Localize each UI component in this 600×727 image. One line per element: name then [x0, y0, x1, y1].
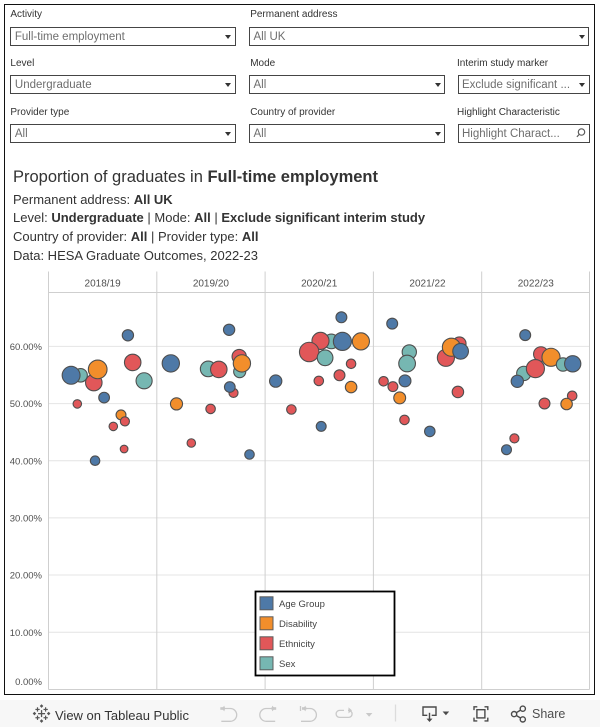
svg-text:Ethnicity: Ethnicity [279, 639, 315, 650]
svg-text:2022/23: 2022/23 [518, 279, 555, 290]
svg-text:50.00%: 50.00% [10, 399, 43, 410]
svg-text:Disability: Disability [279, 619, 317, 630]
svg-text:2018/19: 2018/19 [85, 279, 122, 290]
svg-text:60.00%: 60.00% [10, 342, 43, 353]
svg-text:10.00%: 10.00% [10, 628, 43, 639]
svg-text:Age Group: Age Group [279, 599, 325, 610]
svg-text:2021/22: 2021/22 [409, 279, 446, 290]
svg-text:2019/20: 2019/20 [193, 279, 230, 290]
svg-text:0.00%: 0.00% [15, 677, 42, 688]
svg-text:30.00%: 30.00% [10, 514, 43, 525]
svg-text:Sex: Sex [279, 659, 296, 670]
svg-text:2020/21: 2020/21 [301, 279, 338, 290]
svg-text:20.00%: 20.00% [10, 571, 43, 582]
svg-text:40.00%: 40.00% [10, 456, 43, 467]
